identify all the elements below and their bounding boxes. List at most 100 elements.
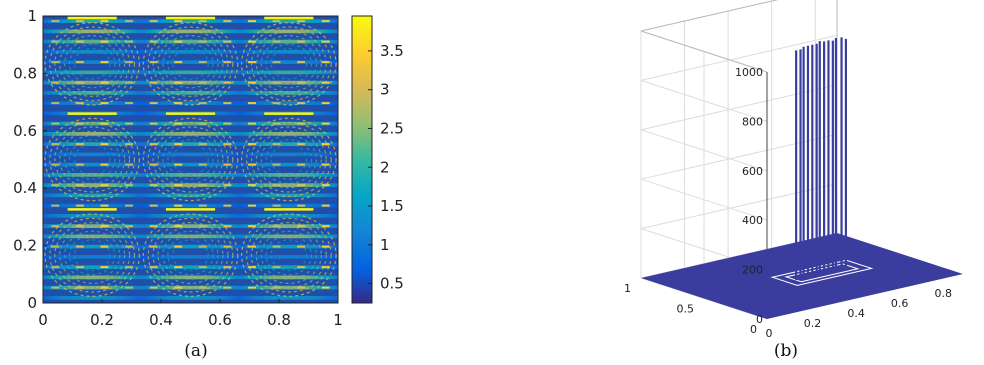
heatmap-stripe: [136, 121, 142, 126]
heatmap-stripe: [279, 255, 285, 259]
heatmap-stripe: [82, 91, 88, 95]
heatmap-stripe: [239, 255, 246, 259]
heatmap-stripe: [92, 29, 98, 34]
heatmap-stripe: [259, 132, 265, 136]
heatmap-stripe: [102, 132, 108, 136]
plot3d-z-tick-label: 1000: [735, 66, 763, 79]
heatmap-stripe: [141, 244, 147, 249]
heatmap-stripe: [269, 70, 275, 75]
heatmap-stripe: [244, 193, 250, 198]
heatmap-stripe: [234, 275, 241, 280]
heatmap-stripe: [308, 70, 314, 75]
heatmap-stripe: [288, 162, 295, 167]
heatmap-stripe: [303, 70, 309, 75]
heatmap-stripe: [82, 121, 88, 126]
heatmap-stripe: [87, 162, 93, 167]
heatmap-stripe: [136, 19, 142, 23]
heatmap-stripe: [161, 101, 167, 105]
plot3d-x-tick-label: 0: [766, 327, 773, 340]
heatmap-stripe: [92, 152, 98, 157]
heatmap-stripe: [116, 224, 123, 228]
heatmap-stripe: [264, 101, 270, 105]
heatmap-stripe: [224, 111, 231, 116]
heatmap-stripe: [185, 162, 191, 167]
heatmap-stripe: [264, 183, 270, 187]
heatmap-stripe: [72, 244, 78, 249]
heatmap-stripe: [234, 50, 241, 54]
heatmap-highlight: [321, 184, 330, 187]
heatmap-stripe: [180, 265, 187, 269]
heatmap-stripe: [87, 70, 93, 75]
heatmap-highlight: [321, 122, 330, 125]
heatmap-stripe: [92, 19, 98, 23]
heatmap-stripe: [57, 152, 64, 157]
heatmap-highlight: [247, 163, 256, 166]
heatmap-stripe: [288, 214, 295, 218]
heatmap-stripe: [77, 255, 83, 259]
heatmap-stripe: [106, 285, 113, 290]
heatmap-stripe: [47, 101, 54, 105]
heatmap-stripe: [185, 60, 191, 64]
heatmap-stripe: [72, 224, 78, 228]
heatmap-stripe: [47, 91, 54, 95]
heatmap-stripe: [318, 214, 324, 218]
heatmap-stripe: [92, 50, 98, 54]
heatmap-stripe: [62, 234, 69, 239]
heatmap-stripe: [156, 244, 162, 249]
heatmap-stripe: [234, 162, 241, 167]
heatmap-stripe: [279, 203, 285, 208]
heatmap-stripe: [328, 224, 334, 228]
heatmap-stripe: [57, 101, 64, 105]
heatmap-stripe: [318, 80, 324, 85]
heatmap-stripe: [43, 173, 49, 177]
heatmap-stripe: [161, 60, 167, 64]
heatmap-stripe: [185, 244, 191, 249]
heatmap-stripe: [333, 214, 338, 218]
heatmap-stripe: [170, 60, 177, 64]
heatmap-stripe: [220, 214, 226, 218]
heatmap-stripe: [328, 193, 334, 198]
heatmap-stripe: [121, 183, 128, 187]
heatmap-stripe: [67, 214, 73, 218]
heatmap-stripe: [313, 132, 319, 136]
heatmap-stripe: [234, 296, 241, 300]
heatmap-stripe: [333, 80, 338, 85]
heatmap-highlight: [223, 143, 232, 146]
heatmap-stripe: [131, 39, 137, 44]
heatmap-highlight: [100, 245, 109, 248]
heatmap-stripe: [106, 142, 113, 146]
heatmap-stripe: [136, 183, 142, 187]
heatmap-stripe: [215, 111, 221, 116]
heatmap-stripe: [136, 111, 142, 116]
heatmap-stripe: [57, 255, 64, 259]
heatmap-stripe: [318, 224, 324, 228]
heatmap-stripe: [249, 214, 255, 218]
heatmap-stripe: [274, 234, 280, 239]
heatmap-stripe: [156, 39, 162, 44]
heatmap-stripe: [244, 214, 250, 218]
heatmap-stripe: [220, 173, 226, 177]
heatmap-stripe: [62, 70, 69, 75]
heatmap-highlight: [247, 122, 256, 125]
heatmap-stripe: [195, 224, 201, 228]
heatmap-stripe: [47, 111, 54, 116]
heatmap-stripe: [269, 265, 275, 269]
heatmap-stripe: [224, 173, 231, 177]
heatmap-stripe: [165, 224, 172, 228]
heatmap-stripe: [190, 29, 196, 34]
heatmap-stripe: [82, 162, 88, 167]
heatmap-stripe: [92, 265, 98, 269]
heatmap-stripe: [141, 39, 147, 44]
heatmap-stripe: [62, 60, 69, 64]
heatmap-stripe: [244, 91, 250, 95]
heatmap-stripe: [328, 203, 334, 208]
heatmap-highlight: [247, 143, 256, 146]
heatmap-stripe: [279, 193, 285, 198]
heatmap-highlight: [223, 122, 232, 125]
heatmap-stripe: [254, 244, 260, 249]
heatmap-stripe: [293, 142, 300, 146]
heatmap-stripe: [151, 132, 157, 136]
heatmap-stripe: [106, 244, 113, 249]
heatmap-stripe: [185, 132, 191, 136]
